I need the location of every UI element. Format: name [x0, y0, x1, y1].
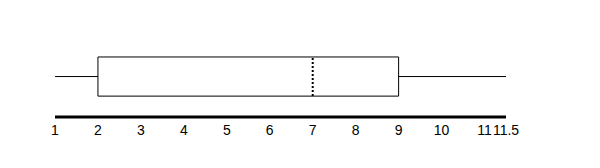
svg-text:1: 1 — [51, 122, 59, 138]
svg-text:3: 3 — [137, 122, 145, 138]
svg-text:11.5: 11.5 — [493, 122, 519, 138]
svg-text:11: 11 — [477, 122, 492, 138]
svg-text:4: 4 — [180, 122, 188, 138]
svg-text:5: 5 — [223, 122, 231, 138]
svg-text:9: 9 — [395, 122, 403, 138]
svg-text:8: 8 — [352, 122, 360, 138]
svg-text:7: 7 — [309, 122, 317, 138]
svg-text:6: 6 — [266, 122, 274, 138]
svg-text:10: 10 — [434, 122, 450, 138]
svg-text:2: 2 — [94, 122, 102, 138]
